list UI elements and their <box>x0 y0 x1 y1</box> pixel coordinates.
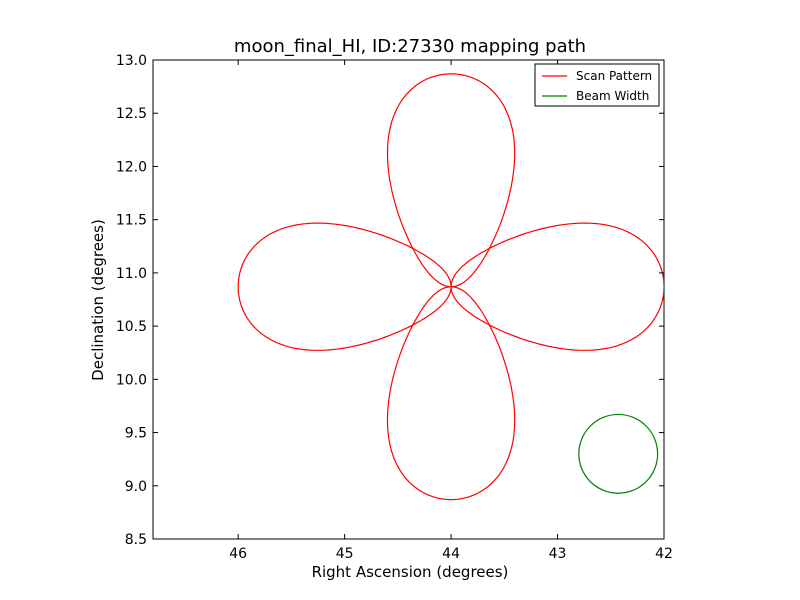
y-tick-label: 12.5 <box>116 106 147 122</box>
ticks-layer: 46 45 44 43 42 8.5 9.0 9.5 10.0 10.5 11.0 11.5 12.0 1… <box>116 53 673 562</box>
scan-pattern-lobe-left <box>237 222 452 351</box>
scan-pattern-lobe-right <box>450 222 664 351</box>
plot-frame <box>152 59 665 540</box>
beam-width-circle <box>578 413 659 494</box>
x-tick-label: 44 <box>442 546 460 562</box>
y-axis-label: Declination (degrees) <box>89 219 107 381</box>
x-tick-label: 46 <box>229 546 247 562</box>
y-tick-label: 12.0 <box>116 159 147 175</box>
plot-area <box>152 59 665 540</box>
y-tick-label: 11.5 <box>116 213 147 229</box>
y-tick-label: 9.5 <box>125 426 147 442</box>
y-tick-label: 10.5 <box>116 319 147 335</box>
y-tick-label: 13.0 <box>116 53 147 69</box>
x-tick-label: 45 <box>336 546 354 562</box>
series-group <box>237 73 664 501</box>
y-tick-label: 8.5 <box>125 532 147 548</box>
chart-title: moon_final_HI, ID:27330 mapping path <box>234 36 586 57</box>
legend-entry: Beam Width <box>576 89 649 103</box>
scan-pattern-lobe-up <box>386 73 516 288</box>
y-tick-label: 9.0 <box>125 479 147 495</box>
data-layer <box>237 73 664 501</box>
x-tick-label: 43 <box>549 546 567 562</box>
x-tick-label: 42 <box>655 546 673 562</box>
scan-pattern-lobe-down <box>386 286 516 501</box>
y-tick-label: 10.0 <box>116 372 147 388</box>
x-axis-label: Right Ascension (degrees) <box>312 563 509 581</box>
legend-box <box>534 63 660 107</box>
y-tick-label: 11.0 <box>116 266 147 282</box>
legend-entry: Scan Pattern <box>576 69 652 83</box>
legend: Scan Pattern Beam Width <box>534 63 660 107</box>
